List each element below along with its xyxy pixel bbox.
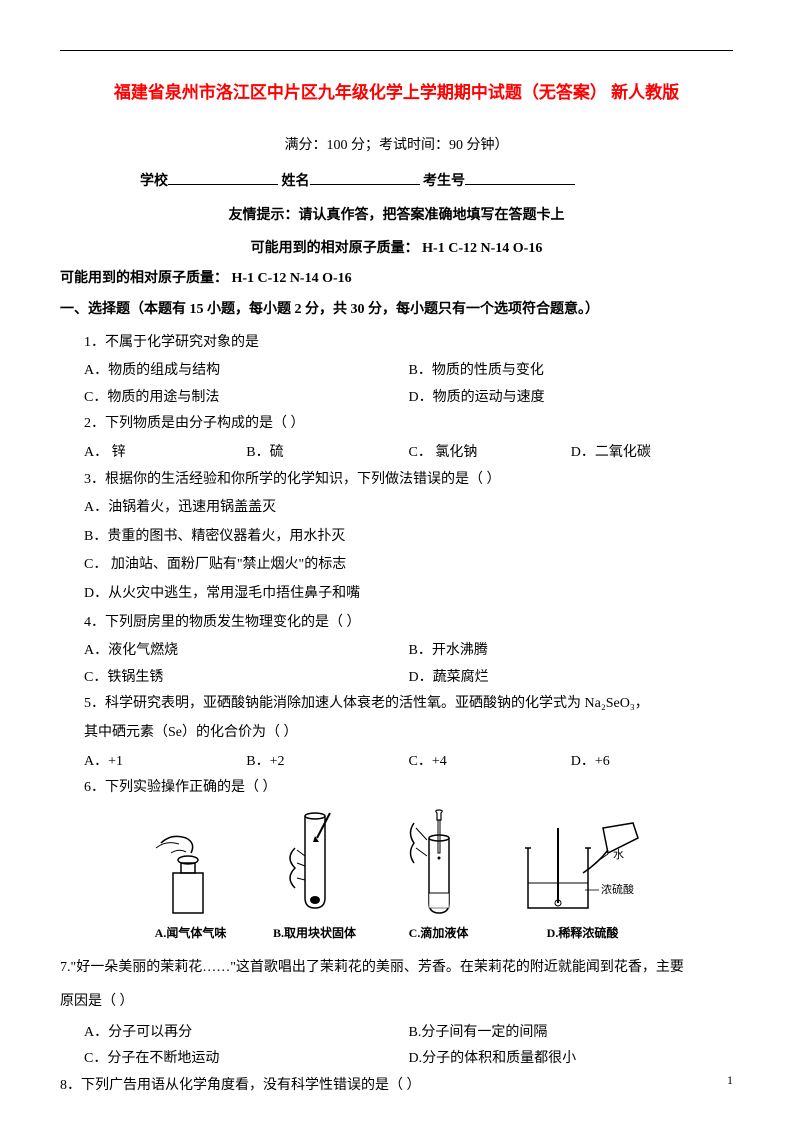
q7-options-2: C．分子在不断地运动 D.分子的体积和质量都很小	[84, 1046, 733, 1073]
q6-fig-a-caption: A.闻气体气味	[141, 922, 241, 945]
id-label: 考生号	[423, 174, 465, 189]
add-liquid-icon	[399, 808, 479, 918]
q4-option-b: B．开水沸腾	[409, 638, 734, 665]
q1-stem: 1．不属于化学研究对象的是	[84, 330, 733, 357]
q3-option-c: C． 加油站、面粉厂贴有"禁止烟火"的标志	[84, 552, 733, 579]
name-label: 姓名	[282, 174, 310, 189]
q3-stem: 3．根据你的生活经验和你所学的化学知识，下列做法错误的是（ ）	[84, 467, 733, 494]
q1-options-2: C．物质的用途与制法 D．物质的运动与速度	[84, 385, 733, 412]
q2-option-a: A． 锌	[84, 440, 246, 467]
hint-line: 友情提示：请认真作答，把答案准确地填写在答题卡上	[60, 203, 733, 230]
q5-stem-2: 其中硒元素（Se）的化合价为（ ）	[84, 720, 733, 747]
q8-stem: 8．下列广告用语从化学角度看，没有科学性错误的是（ ）	[60, 1073, 733, 1100]
school-blank	[168, 168, 278, 185]
q6-stem: 6．下列实验操作正确的是（ ）	[84, 775, 733, 802]
q6-figure-row: A.闻气体气味 B.取用块状固体	[60, 818, 733, 945]
page-number: 1	[727, 1069, 733, 1092]
q1-options: A．物质的组成与结构 B．物质的性质与变化	[84, 358, 733, 385]
q5-option-c: C．+4	[409, 749, 571, 776]
q4-stem: 4．下列厨房里的物质发生物理变化的是（ ）	[84, 610, 733, 637]
q7-option-b: B.分子间有一定的间隔	[409, 1020, 734, 1047]
document-title: 福建省泉州市洛江区中片区九年级化学上学期期中试题（无答案） 新人教版	[60, 77, 733, 109]
top-rule	[60, 50, 733, 51]
q4-option-c: C．铁锅生锈	[84, 665, 409, 692]
q6-fig-c-caption: C.滴加液体	[389, 922, 489, 945]
q5-option-d: D．+6	[571, 749, 733, 776]
q1-option-a: A．物质的组成与结构	[84, 358, 409, 385]
q3-option-b: B．贵重的图书、精密仪器着火，用水扑灭	[84, 524, 733, 551]
q7-stem-1: 7."好一朵美丽的茉莉花……"这首歌唱出了茉莉花的美丽、芳香。在茉莉花的附近就能…	[60, 955, 733, 982]
q5-option-a: A．+1	[84, 749, 246, 776]
section-1-header: 一、选择题（本题有 15 小题，每小题 2 分，共 30 分，每小题只有一个选项…	[60, 297, 733, 324]
q6-fig-d-caption: D.稀释浓硫酸	[513, 922, 653, 945]
q7-option-d: D.分子的体积和质量都很小	[409, 1046, 734, 1073]
q5-options: A．+1 B．+2 C．+4 D．+6	[84, 749, 733, 776]
q2-option-d: D．二氧化碳	[571, 440, 733, 467]
q7-option-a: A．分子可以再分	[84, 1020, 409, 1047]
q2-options: A． 锌 B．硫 C． 氯化钠 D．二氧化碳	[84, 440, 733, 467]
q4-option-d: D．蔬菜腐烂	[409, 665, 734, 692]
water-label: 水	[613, 848, 624, 861]
q7-option-c: C．分子在不断地运动	[84, 1046, 409, 1073]
q2-option-c: C． 氯化钠	[409, 440, 571, 467]
q1-option-c: C．物质的用途与制法	[84, 385, 409, 412]
take-solid-icon	[275, 808, 355, 918]
q2-stem: 2．下列物质是由分子构成的是（ ）	[84, 411, 733, 438]
school-label: 学校	[140, 174, 168, 189]
q3-option-a: A．油锅着火，迅速用锅盖盖灭	[84, 495, 733, 522]
q6-fig-d: 水 浓硫酸 D.稀释浓硫酸	[513, 818, 653, 945]
q4-option-a: A．液化气燃烧	[84, 638, 409, 665]
atomic-mass-2: 可能用到的相对原子质量： H-1 C-12 N-14 O-16	[60, 266, 733, 293]
q7-options: A．分子可以再分 B.分子间有一定的间隔	[84, 1020, 733, 1047]
q6-fig-c: C.滴加液体	[389, 818, 489, 945]
q6-fig-b-caption: B.取用块状固体	[265, 922, 365, 945]
id-blank	[465, 168, 575, 185]
student-info-line: 学校 姓名 考生号	[60, 168, 733, 195]
q6-fig-a: A.闻气体气味	[141, 818, 241, 945]
q3-option-d: D．从火灾中逃生，常用湿毛巾捂住鼻子和嘴	[84, 581, 733, 608]
q1-option-b: B．物质的性质与变化	[409, 358, 734, 385]
smell-gas-icon	[141, 818, 241, 918]
q5-option-b: B．+2	[246, 749, 408, 776]
q7-stem-2: 原因是（ ）	[60, 989, 733, 1016]
q2-option-b: B．硫	[246, 440, 408, 467]
q6-fig-b: B.取用块状固体	[265, 818, 365, 945]
dilute-acid-icon: 水 浓硫酸	[513, 808, 653, 918]
q4-options-2: C．铁锅生锈 D．蔬菜腐烂	[84, 665, 733, 692]
q1-option-d: D．物质的运动与速度	[409, 385, 734, 412]
exam-subtitle: 满分：100 分；考试时间：90 分钟）	[60, 133, 733, 160]
q4-options: A．液化气燃烧 B．开水沸腾	[84, 638, 733, 665]
q5-stem-1: 5．科学研究表明，亚硒酸钠能消除加速人体衰老的活性氧。亚硒酸钠的化学式为 Na₂…	[84, 691, 733, 718]
atomic-mass-1: 可能用到的相对原子质量： H-1 C-12 N-14 O-16	[60, 236, 733, 263]
name-blank	[310, 168, 420, 185]
acid-label: 浓硫酸	[601, 882, 634, 896]
